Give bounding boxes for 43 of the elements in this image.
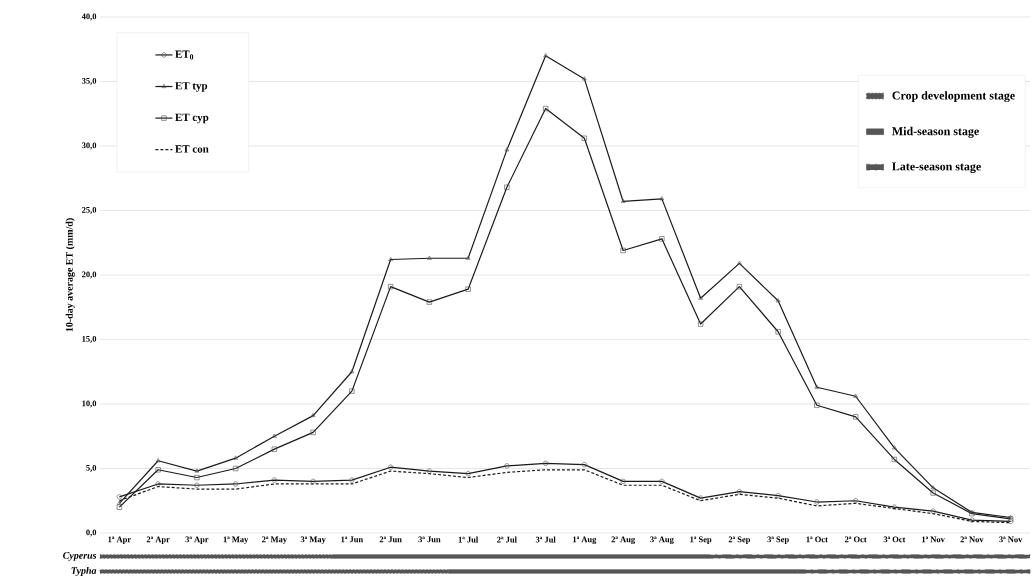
x-tick-label: 1ª Jun xyxy=(341,536,364,543)
y-tick-label: 5,0 xyxy=(86,464,97,472)
x-tick-label: 1ª Nov xyxy=(922,536,945,543)
y-tick-label: 15,0 xyxy=(82,335,97,343)
x-tick-label: 1ª Jul xyxy=(458,536,479,543)
x-tick-label: 2ª Oct xyxy=(844,536,867,543)
x-tick-label: 1ª Sep xyxy=(690,536,712,544)
x-tick-label: 2ª Aug xyxy=(611,536,636,544)
x-tick-label: 3ª Aug xyxy=(650,536,674,544)
x-tick-label: 1ª Aug xyxy=(573,536,597,544)
y-axis-title: 10-day average ET (mm/d) xyxy=(65,218,75,332)
y-tick-label: 40,0 xyxy=(81,13,97,21)
x-tick-label: 2ª Apr xyxy=(146,536,170,544)
y-tick-label: 35,0 xyxy=(81,77,97,85)
legend-label: ET cyp xyxy=(175,113,209,124)
legend-label: ET typ xyxy=(175,82,208,92)
x-tick-label: 3ª Sep xyxy=(767,536,789,544)
legend-label: Mid-season stage xyxy=(892,126,979,138)
x-tick-label: 2ª Sep xyxy=(728,536,751,544)
x-tick-label: 3ª Apr xyxy=(185,536,209,544)
x-tick-label: 3ª Oct xyxy=(883,536,906,543)
x-tick-label: 2ª Jun xyxy=(379,536,402,543)
y-tick-label: Typha xyxy=(71,566,97,576)
legend-label: ET$_{0}$ xyxy=(175,50,194,60)
y-tick-label: Cyperus xyxy=(63,551,97,561)
legend-label: Late-season stage xyxy=(892,162,981,173)
y-tick-label: 20,0 xyxy=(82,271,97,279)
x-tick-label: 3ª May xyxy=(300,536,326,544)
x-tick-label: 1ª Oct xyxy=(806,536,828,543)
y-tick-label: 0,0 xyxy=(86,529,97,537)
legend-label: ET con xyxy=(175,145,209,153)
legend-label: Crop development stage xyxy=(892,90,1015,102)
y-tick-label: 10,0 xyxy=(82,400,97,408)
x-tick-label: 2ª Jul xyxy=(497,536,517,543)
x-tick-label: 2ª May xyxy=(262,536,287,544)
y-tick-label: 30,0 xyxy=(81,142,97,150)
x-tick-label: 2ª Nov xyxy=(960,536,984,543)
x-tick-label: 3ª Jun xyxy=(418,536,441,543)
y-tick-label: 25,0 xyxy=(82,206,97,214)
x-tick-label: 1ª May xyxy=(223,536,249,544)
x-tick-label: 1ª Apr xyxy=(108,536,131,544)
x-tick-label: 3ª Jul xyxy=(535,536,556,543)
x-tick-label: 3ª Nov xyxy=(999,536,1023,543)
